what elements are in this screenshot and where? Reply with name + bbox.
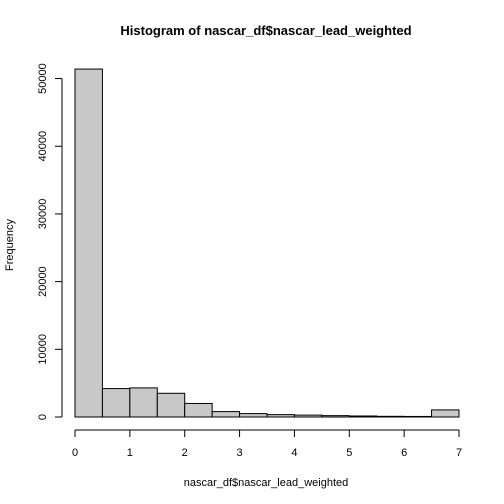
x-tick-label: 2 [182,447,188,459]
histogram-bar [184,402,213,418]
y-tick-label: 40000 [37,131,49,162]
x-tick-label: 0 [72,447,78,459]
x-tick-label: 5 [346,447,352,459]
histogram-bar [431,409,460,418]
y-tick-label: 10000 [37,334,49,365]
histogram-bar [74,68,103,418]
x-tick-label: 6 [401,447,407,459]
x-tick-label: 1 [127,447,133,459]
chart-title: Histogram of nascar_df$nascar_lead_weigh… [120,23,411,38]
histogram-bar [348,415,378,418]
histogram-bar [321,415,350,418]
histogram-bar [293,414,323,418]
histogram-bar [376,415,405,418]
histogram-bar [266,414,295,418]
y-tick-label: 50000 [37,63,49,94]
y-tick-label: 20000 [37,266,49,297]
y-tick-label: 30000 [37,199,49,230]
histogram-bar [101,388,131,418]
histogram-bar [129,387,158,418]
x-tick-label: 7 [456,447,462,459]
x-tick-label: 3 [237,447,243,459]
histogram-bar [403,415,433,418]
x-tick-label: 4 [291,447,297,459]
histogram-bar [211,411,241,418]
x-axis: 0 1 2 3 4 5 6 7 [72,429,462,459]
y-axis-label: Frequency [4,219,16,271]
histogram-bar [239,413,268,418]
y-tick-label: 0 [37,414,49,420]
y-axis: 0 10000 20000 30000 40000 50000 [37,63,63,420]
histogram-bar [156,392,186,418]
bars-group [74,68,460,418]
x-axis-label: nascar_df$nascar_lead_weighted [184,477,349,489]
